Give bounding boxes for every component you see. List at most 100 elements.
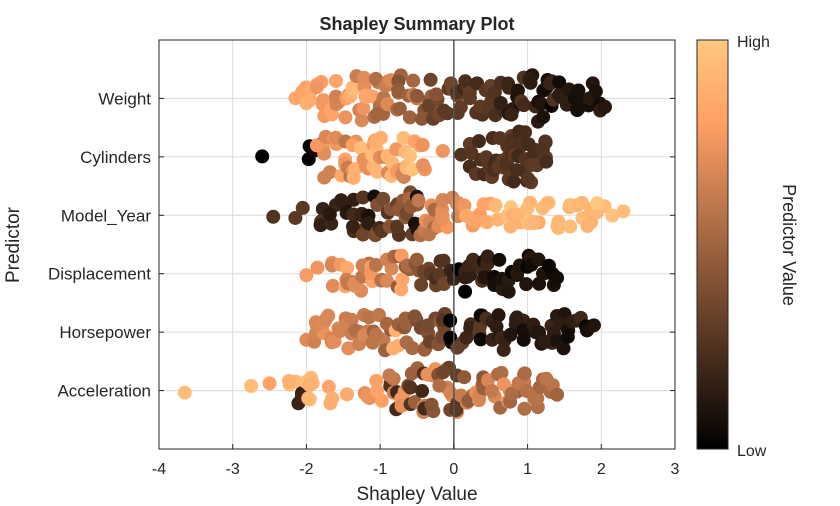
data-point xyxy=(370,383,385,398)
data-point xyxy=(571,83,586,98)
x-tick-label: -2 xyxy=(299,461,313,478)
data-point xyxy=(409,88,424,103)
data-point xyxy=(414,111,429,126)
data-point xyxy=(282,373,297,388)
data-point xyxy=(313,218,328,233)
data-point xyxy=(356,101,371,116)
data-point xyxy=(435,143,450,158)
data-point xyxy=(409,252,424,267)
data-point xyxy=(563,219,578,234)
data-point xyxy=(420,367,435,382)
data-point xyxy=(436,253,451,268)
colorbar xyxy=(696,39,729,450)
data-point xyxy=(396,130,411,145)
data-point xyxy=(321,308,336,323)
data-point xyxy=(531,252,546,267)
data-point xyxy=(402,148,417,163)
data-point xyxy=(435,211,450,226)
data-point xyxy=(517,401,532,416)
data-point xyxy=(357,70,372,85)
data-point xyxy=(414,277,429,292)
data-point xyxy=(449,403,464,418)
data-point xyxy=(473,332,488,347)
data-point xyxy=(539,154,554,169)
data-point xyxy=(390,219,405,234)
data-point xyxy=(501,284,516,299)
y-tick-label: Cylinders xyxy=(80,148,151,167)
data-point xyxy=(332,324,347,339)
data-point xyxy=(415,137,430,152)
data-point xyxy=(303,93,318,108)
x-tick-label: 2 xyxy=(597,461,606,478)
data-point xyxy=(325,278,340,293)
y-tick-label: Horsepower xyxy=(59,323,151,342)
data-point xyxy=(616,204,631,219)
data-point xyxy=(368,71,383,86)
data-point xyxy=(382,368,397,383)
data-point xyxy=(405,341,420,356)
y-tick-label: Weight xyxy=(98,89,151,108)
data-point xyxy=(346,81,361,96)
data-point xyxy=(469,214,484,229)
data-point xyxy=(373,130,388,145)
data-point xyxy=(415,384,430,399)
data-point xyxy=(325,391,340,406)
data-point xyxy=(423,72,438,87)
data-point xyxy=(379,273,394,288)
data-point xyxy=(436,365,451,380)
data-point xyxy=(302,392,317,407)
data-point xyxy=(597,99,612,114)
data-point xyxy=(535,201,550,216)
data-point xyxy=(605,208,620,223)
data-point xyxy=(516,98,531,113)
data-point xyxy=(503,327,518,342)
plot-frame xyxy=(158,39,676,450)
colorbar-label: Predictor Value xyxy=(779,184,799,306)
data-point xyxy=(321,379,336,394)
data-point xyxy=(485,383,500,398)
data-point xyxy=(588,84,603,99)
data-point xyxy=(339,387,354,402)
data-point xyxy=(255,149,270,164)
y-tick-label: Acceleration xyxy=(57,382,151,401)
data-point xyxy=(328,89,343,104)
data-point xyxy=(309,138,324,153)
x-axis-label: Shapley Value xyxy=(356,484,477,505)
data-point xyxy=(489,319,504,334)
data-point xyxy=(450,105,465,120)
data-point xyxy=(295,200,310,215)
data-point xyxy=(309,80,324,95)
data-point xyxy=(424,397,439,412)
data-point xyxy=(348,162,363,177)
data-point xyxy=(541,258,556,273)
data-point xyxy=(510,83,525,98)
data-point xyxy=(523,75,538,90)
x-tick-label: -1 xyxy=(373,461,387,478)
data-point xyxy=(493,96,508,111)
data-point xyxy=(376,191,391,206)
data-point xyxy=(556,341,571,356)
data-point xyxy=(341,341,356,356)
data-point xyxy=(550,270,565,285)
data-point xyxy=(432,378,447,393)
data-point xyxy=(416,158,431,173)
data-point xyxy=(392,101,407,116)
data-point xyxy=(368,258,383,273)
data-point xyxy=(550,387,565,402)
colorbar-low-label: Low xyxy=(737,443,767,460)
data-point xyxy=(480,249,495,264)
data-point xyxy=(516,332,531,347)
data-point xyxy=(302,378,317,393)
data-point xyxy=(368,327,383,342)
data-point xyxy=(525,214,540,229)
data-point xyxy=(436,103,451,118)
data-point xyxy=(492,252,507,267)
data-point xyxy=(322,207,337,222)
data-point xyxy=(355,190,370,205)
data-point xyxy=(471,134,486,149)
data-point xyxy=(518,125,533,140)
data-point xyxy=(458,284,473,299)
data-point xyxy=(488,198,503,213)
y-ticks: Weight Cylinders Model_Year Displacement Hor… xyxy=(48,89,675,401)
